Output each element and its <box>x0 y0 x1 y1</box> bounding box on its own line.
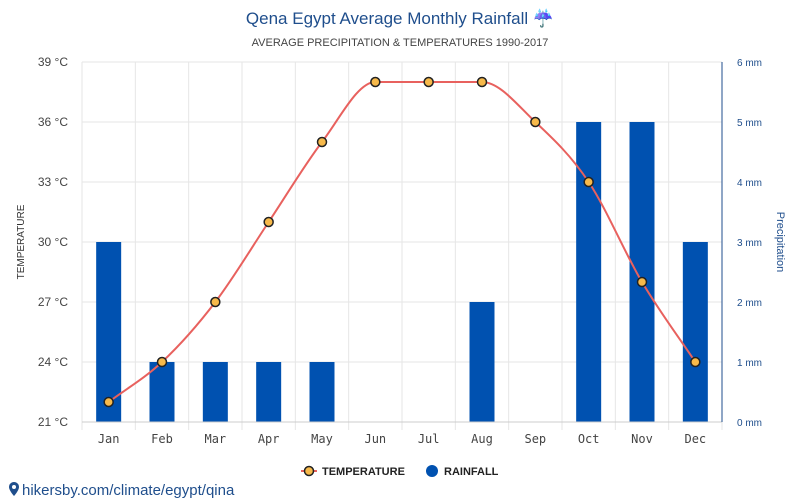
gridlines <box>81 61 723 430</box>
rainfall-bars <box>96 122 708 422</box>
temperature-point[interactable] <box>636 276 648 288</box>
rainfall-bar[interactable] <box>629 122 655 422</box>
temperature-point[interactable] <box>156 356 168 368</box>
x-tick-label: Mar <box>204 432 226 446</box>
legend-temperature-marker <box>303 465 315 477</box>
temperature-point[interactable] <box>370 76 381 88</box>
x-tick-label: Apr <box>258 432 280 446</box>
x-tick-label: Oct <box>578 432 600 446</box>
rainfall-bar[interactable] <box>256 362 282 422</box>
chart-subtitle: AVERAGE PRECIPITATION & TEMPERATURES 199… <box>252 37 549 49</box>
y-axis-left: 21 °C 24 °C 27 °C 30 °C 33 °C 36 °C 39 °C <box>38 55 68 429</box>
x-tick-label: Feb <box>151 432 173 446</box>
temperature-point[interactable] <box>103 396 114 408</box>
temperature-point[interactable] <box>316 136 328 148</box>
y-left-tick-label: 33 °C <box>38 175 68 189</box>
legend: TEMPERATURE RAINFALL <box>301 465 499 478</box>
y-left-tick-label: 30 °C <box>38 235 68 249</box>
y-right-tick-label: 4 mm <box>737 178 762 189</box>
rainfall-bar[interactable] <box>96 242 122 422</box>
y-left-tick-label: 21 °C <box>38 415 68 429</box>
y-right-tick-label: 6 mm <box>737 58 762 69</box>
y-right-tick-label: 5 mm <box>737 118 762 129</box>
x-tick-label: Sep <box>524 432 546 446</box>
y-right-tick-label: 0 mm <box>737 418 762 429</box>
temperature-line-group <box>103 76 701 408</box>
rainfall-bar[interactable] <box>149 362 175 422</box>
x-tick-label: Jun <box>364 432 386 446</box>
x-tick-label: Jan <box>98 432 120 446</box>
y-axis-right: 0 mm 1 mm 2 mm 3 mm 4 mm 5 mm 6 mm <box>721 58 762 429</box>
x-tick-label: Jul <box>418 432 440 446</box>
temperature-point[interactable] <box>476 76 488 88</box>
chart-title: Qena Egypt Average Monthly Rainfall ☔ <box>246 8 554 28</box>
temperature-point[interactable] <box>583 176 594 188</box>
location-pin-icon <box>9 482 19 496</box>
legend-rainfall-label: RAINFALL <box>444 466 499 478</box>
y-right-tick-label: 3 mm <box>737 238 762 249</box>
y-left-tick-label: 36 °C <box>38 115 68 129</box>
temperature-point[interactable] <box>423 76 434 88</box>
legend-rainfall-marker <box>426 465 438 477</box>
y-left-tick-label: 24 °C <box>38 355 68 369</box>
y-right-tick-label: 1 mm <box>737 358 762 369</box>
x-tick-label: Aug <box>471 432 493 446</box>
source-link[interactable]: hikersby.com/climate/egypt/qina <box>9 482 235 499</box>
y-axis-left-label: TEMPERATURE <box>16 204 27 279</box>
source-url[interactable]: hikersby.com/climate/egypt/qina <box>22 482 235 499</box>
x-tick-label: Dec <box>684 432 706 446</box>
y-axis-right-label: Precipitation <box>774 212 786 273</box>
y-right-tick-label: 2 mm <box>737 298 762 309</box>
x-axis: Jan Feb Mar Apr May Jun Jul Aug Sep Oct Nov Dec <box>82 421 722 446</box>
legend-temperature-label: TEMPERATURE <box>322 466 405 478</box>
y-left-tick-label: 27 °C <box>38 295 68 309</box>
rainfall-bar[interactable] <box>576 122 602 422</box>
temperature-point[interactable] <box>210 296 221 308</box>
temperature-point[interactable] <box>530 116 541 128</box>
rainfall-bar[interactable] <box>309 362 335 422</box>
legend-temperature[interactable]: TEMPERATURE <box>301 465 405 478</box>
legend-rainfall[interactable]: RAINFALL <box>426 465 499 478</box>
rainfall-bar[interactable] <box>682 242 708 422</box>
y-left-tick-label: 39 °C <box>38 55 68 69</box>
rainfall-bar[interactable] <box>469 302 495 422</box>
x-tick-label: Nov <box>631 432 653 446</box>
temperature-point[interactable] <box>690 356 701 368</box>
x-tick-label: May <box>311 432 333 446</box>
temperature-point[interactable] <box>263 216 274 228</box>
rainfall-bar[interactable] <box>202 362 228 422</box>
